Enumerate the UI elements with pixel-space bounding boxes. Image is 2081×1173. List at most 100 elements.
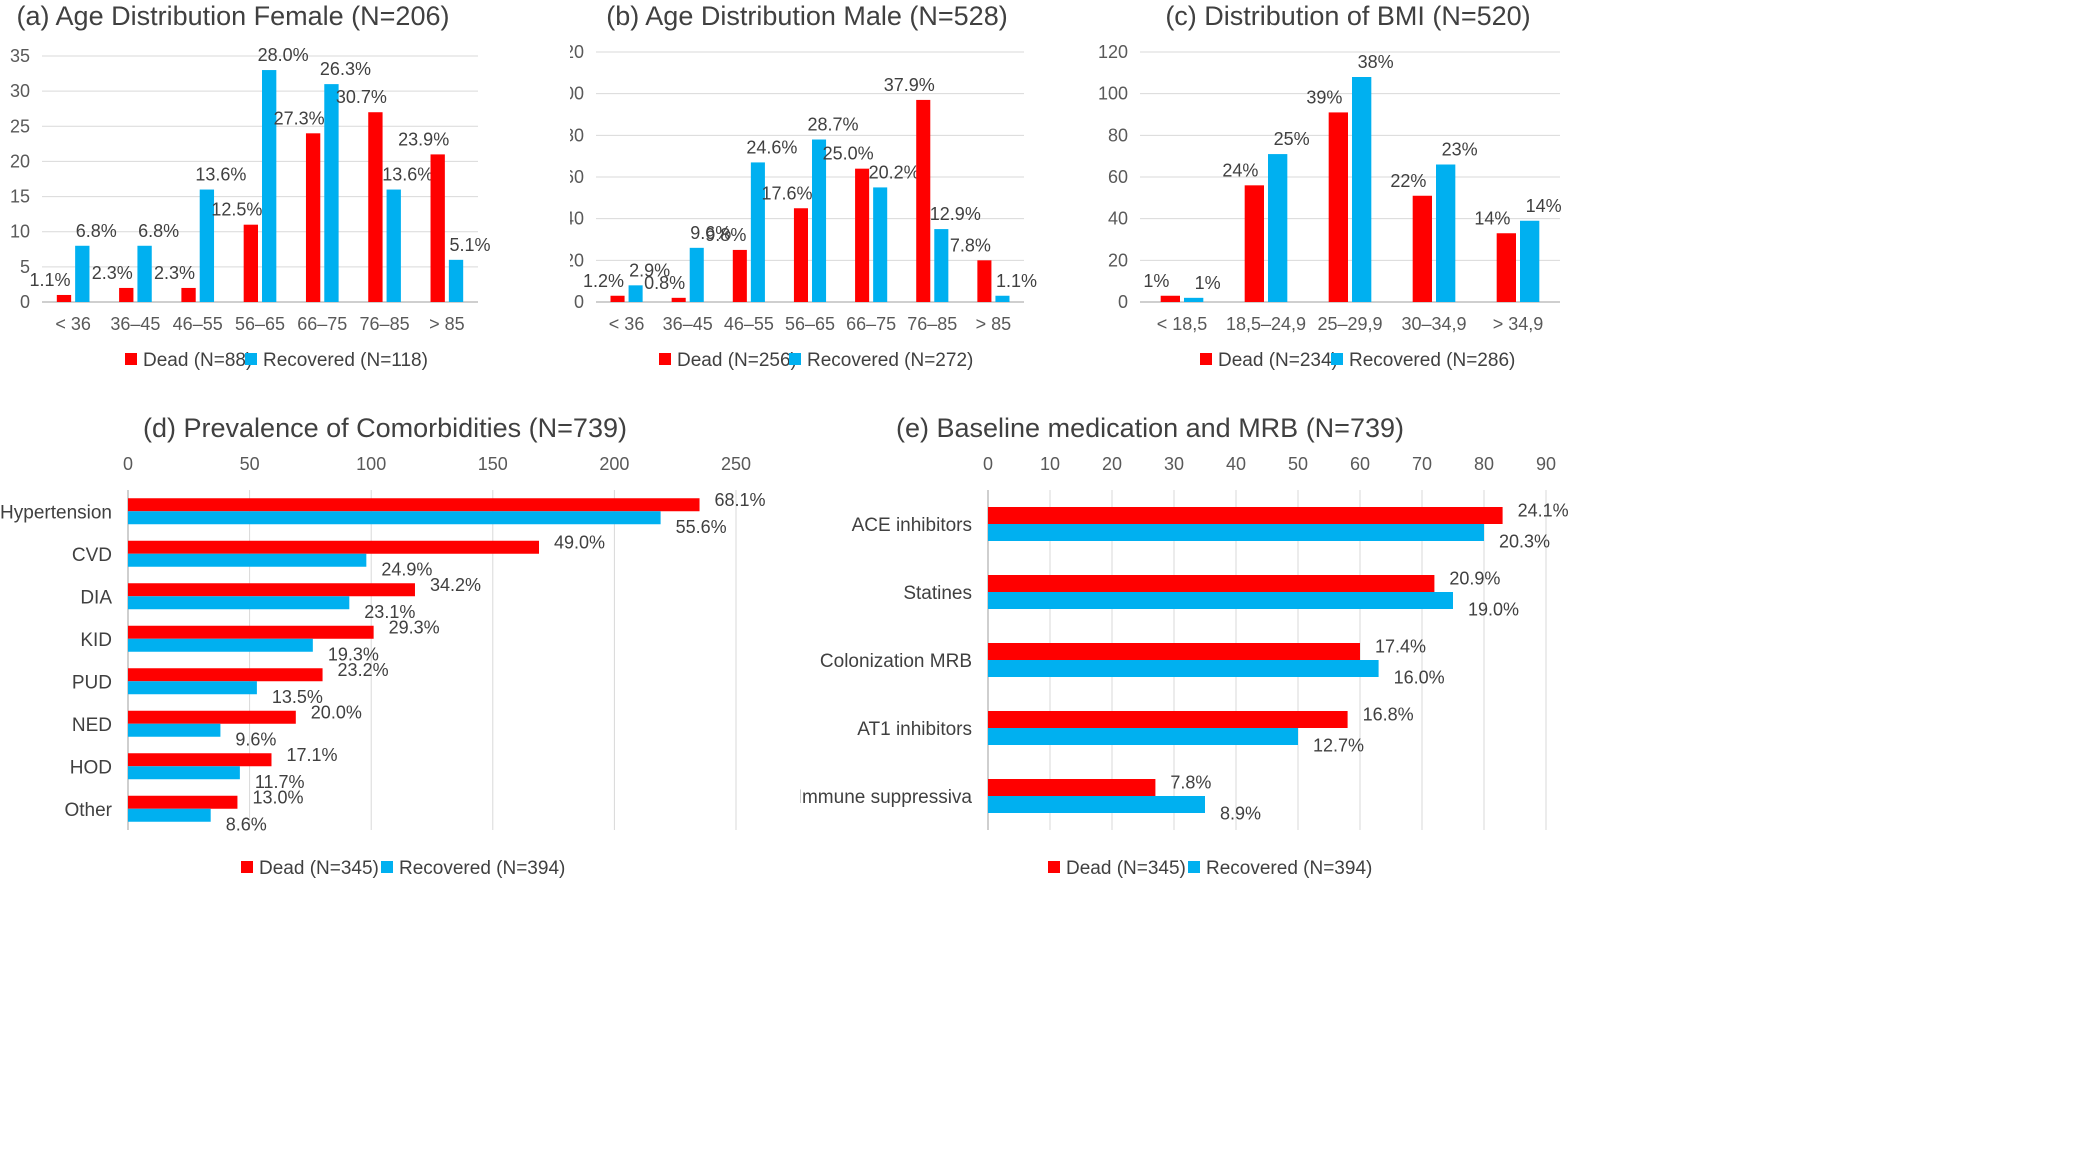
x-tick-label: 30 [1164, 454, 1184, 474]
x-tick-label: 150 [478, 454, 508, 474]
bar-dead [1244, 185, 1264, 302]
bar-recovered [262, 70, 277, 302]
y-tick-label: 100 [1098, 84, 1128, 104]
data-label: 13.6% [382, 165, 433, 185]
bar-recovered [988, 592, 1453, 609]
y-tick-label: 80 [570, 125, 584, 145]
bar-recovered [128, 596, 350, 610]
bar-dead [128, 498, 700, 512]
y-tick-label: 30 [10, 81, 30, 101]
y-tick-label: 0 [20, 292, 30, 312]
bar-dead [1412, 195, 1432, 302]
bar-recovered [128, 808, 211, 822]
category-label: Statines [903, 583, 972, 604]
chart-title: (a) Age Distribution Female (N=206) [17, 1, 450, 31]
bar-dead [128, 668, 323, 682]
category-label: KID [80, 630, 112, 651]
bar-recovered [128, 681, 257, 695]
legend-swatch [1188, 861, 1200, 873]
y-tick-label: 20 [1108, 250, 1128, 270]
bar-dead [128, 583, 415, 597]
bar-dead [430, 154, 445, 302]
data-label: 1.1% [29, 270, 70, 290]
data-label: 55.6% [676, 517, 727, 537]
data-label: 17.4% [1375, 637, 1426, 657]
legend-label: Recovered (N=286) [1349, 350, 1515, 371]
category-label: NED [72, 715, 112, 736]
data-label: 0.8% [644, 273, 685, 293]
bar-recovered [75, 245, 90, 302]
data-label: 6.8% [76, 221, 117, 241]
bar-dead [988, 711, 1348, 728]
legend-label: Dead (N=345) [259, 858, 379, 879]
bar-recovered [1184, 297, 1204, 302]
data-label: 9.6% [690, 223, 731, 243]
bar-dead [128, 540, 540, 554]
category-label: CVD [72, 545, 112, 566]
data-label: 23.1% [364, 602, 415, 622]
x-tick-label: > 85 [976, 314, 1012, 334]
data-label: 37.9% [884, 75, 935, 95]
data-label: 7.8% [950, 235, 991, 255]
y-tick-label: 60 [570, 167, 584, 187]
legend-swatch [245, 353, 257, 365]
legend-label: Dead (N=345) [1066, 858, 1186, 879]
data-label: 14% [1474, 208, 1510, 228]
data-label: 8.9% [1220, 804, 1261, 824]
x-tick-label: > 85 [429, 314, 465, 334]
bar-dead [988, 643, 1360, 660]
category-label: HOD [70, 757, 112, 778]
bar-recovered [988, 524, 1484, 541]
y-tick-label: 35 [10, 46, 30, 66]
bar-recovered [988, 796, 1205, 813]
legend-swatch [789, 353, 801, 365]
legend-swatch [1048, 861, 1060, 873]
data-label: 23.9% [398, 129, 449, 149]
legend-swatch [1331, 353, 1343, 365]
bar-dead [243, 224, 258, 302]
data-label: 14% [1526, 196, 1562, 216]
bar-dead [181, 287, 196, 302]
data-label: 9.8% [705, 225, 746, 245]
data-label: 22% [1390, 171, 1426, 191]
x-tick-label: 50 [1288, 454, 1308, 474]
legend-label: Recovered (N=272) [807, 350, 973, 371]
data-label: 49.0% [554, 532, 605, 552]
legend-label: Dead (N=256) [677, 350, 797, 371]
data-label: 1.2% [583, 271, 624, 291]
bar-recovered [386, 189, 401, 302]
x-tick-label: 20 [1102, 454, 1122, 474]
category-label: Hypertension [0, 502, 112, 523]
bar-recovered [199, 189, 215, 302]
chart-baseline-medication: (e) Baseline medication and MRB (N=739) 0… [800, 413, 1569, 879]
data-label: 27.3% [274, 108, 325, 128]
category-label: Immune suppressiva [800, 787, 972, 808]
bar-dead [610, 295, 625, 302]
data-label: 16.0% [1394, 668, 1445, 688]
y-tick-label: 0 [1118, 292, 1128, 312]
y-tick-label: 60 [1108, 167, 1128, 187]
data-label: 2.9% [629, 260, 670, 280]
y-tick-label: 10 [10, 222, 30, 242]
bar-dead [732, 249, 747, 302]
y-tick-label: 0 [574, 292, 584, 312]
y-tick-label: 40 [570, 209, 584, 229]
chart-title: (e) Baseline medication and MRB (N=739) [896, 413, 1404, 443]
bar-dead [988, 575, 1435, 592]
bar-recovered [689, 247, 704, 302]
data-label: 1% [1143, 271, 1169, 291]
legend-swatch [659, 353, 671, 365]
legend-label: Recovered (N=394) [1206, 858, 1372, 879]
y-tick-label: 20 [570, 250, 584, 270]
data-label: 17.6% [761, 183, 812, 203]
bar-recovered [128, 723, 221, 737]
data-label: 24.1% [1518, 501, 1569, 521]
chart-title: (b) Age Distribution Male (N=528) [606, 1, 1007, 31]
data-label: 38% [1358, 52, 1394, 72]
data-label: 1.1% [996, 271, 1037, 291]
y-tick-label: 25 [10, 116, 30, 136]
category-label: Other [64, 800, 112, 821]
bar-dead [1328, 112, 1348, 303]
x-tick-label: 36–45 [663, 314, 713, 334]
x-tick-label: < 36 [609, 314, 645, 334]
